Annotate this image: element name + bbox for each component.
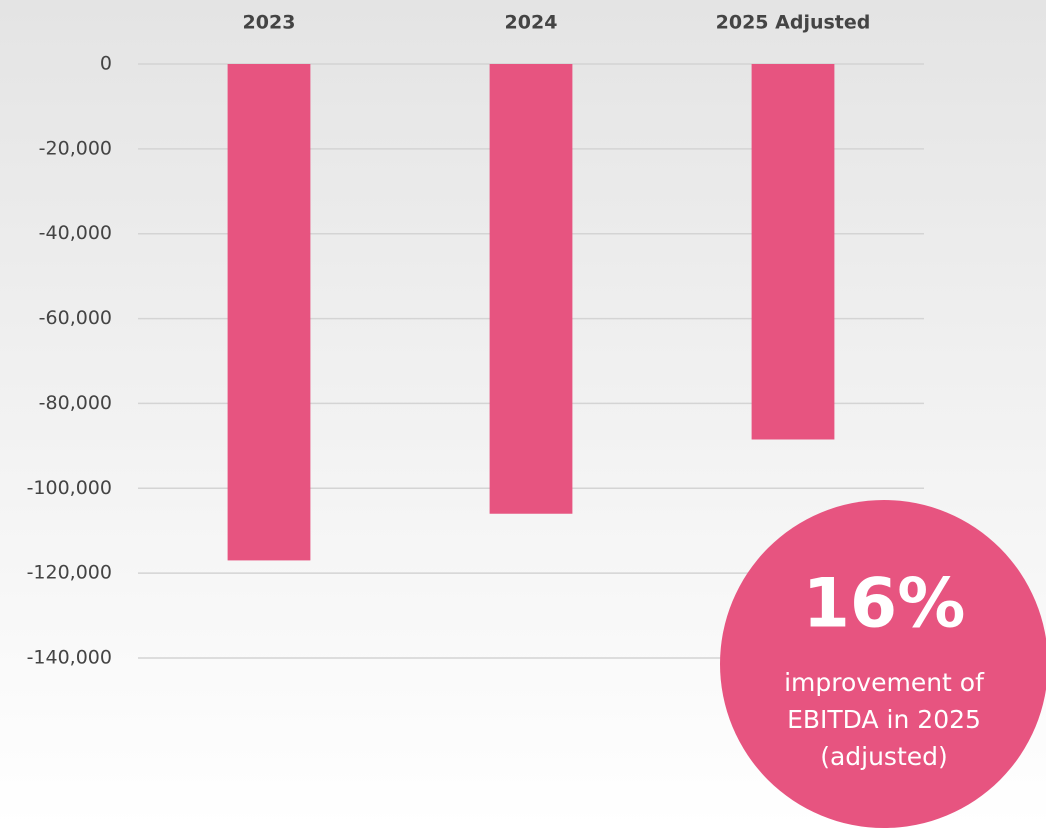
x-tick-label: 2025 Adjusted — [716, 12, 871, 34]
bar — [751, 64, 835, 440]
annotation-text: EBITDA in 2025 — [787, 705, 981, 734]
x-tick-label: 2023 — [243, 12, 296, 34]
annotation-circle — [720, 500, 1046, 828]
y-tick-label: -20,000 — [39, 137, 112, 159]
bar — [489, 64, 573, 514]
annotation-text: improvement of — [784, 668, 985, 697]
y-tick-label: -60,000 — [39, 307, 112, 329]
y-tick-label: -40,000 — [39, 222, 112, 244]
x-tick-label: 2024 — [505, 12, 558, 34]
y-tick-label: 0 — [100, 53, 112, 75]
y-tick-label: -120,000 — [27, 562, 112, 584]
annotation-headline: 16% — [803, 565, 966, 644]
bar — [227, 64, 311, 561]
y-tick-label: -80,000 — [39, 392, 112, 414]
annotation-text: (adjusted) — [820, 742, 948, 771]
y-tick-label: -100,000 — [27, 477, 112, 499]
y-tick-label: -140,000 — [27, 647, 112, 669]
